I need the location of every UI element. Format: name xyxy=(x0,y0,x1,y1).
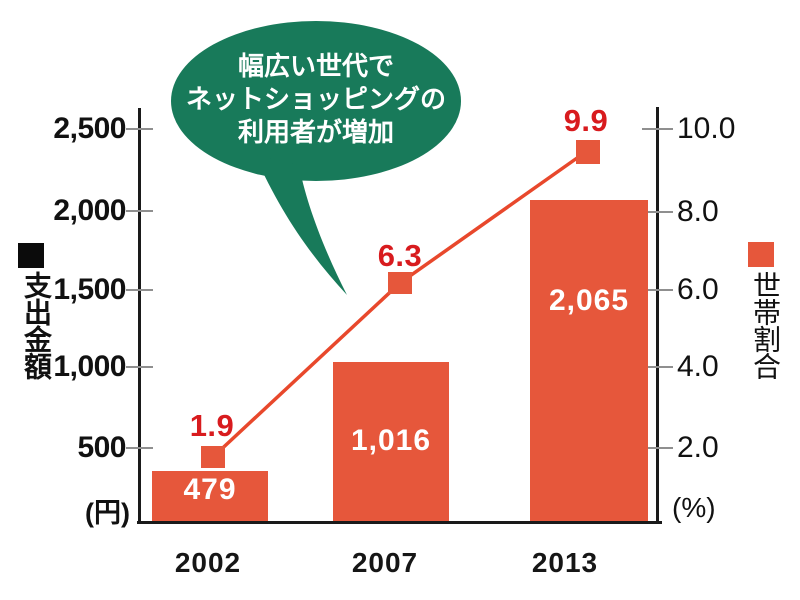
line-marker-2007 xyxy=(388,272,412,294)
line-value-label-2007: 6.3 xyxy=(377,238,423,273)
x-label-2002: 2002 xyxy=(174,547,242,578)
right-tick xyxy=(642,289,673,291)
left-tick xyxy=(126,289,153,291)
left-axis-tick-label: 2,500 xyxy=(53,112,126,145)
right-axis-tick-label: 8.0 xyxy=(677,195,719,228)
x-label-2013: 2013 xyxy=(531,547,599,578)
right-axis-tick-label: 6.0 xyxy=(677,273,719,306)
household-ratio-legend-label: 世帯割合 xyxy=(750,271,781,379)
left-tick xyxy=(126,210,153,212)
left-tick xyxy=(126,366,153,368)
right-tick xyxy=(642,447,673,449)
bar-value-label-2002: 479 xyxy=(183,473,237,506)
speech-bubble-tail xyxy=(255,155,347,295)
right-tick xyxy=(642,128,673,130)
right-axis-line xyxy=(656,107,659,524)
left-axis-tick-label: 1,500 xyxy=(53,273,126,306)
left-tick xyxy=(126,128,153,130)
right-axis-unit-label: (%) xyxy=(672,492,716,523)
right-axis-tick-label: 4.0 xyxy=(677,350,719,383)
x-axis-baseline xyxy=(137,521,662,524)
line-value-label-2013: 9.9 xyxy=(563,103,609,138)
left-tick xyxy=(126,447,153,449)
expenditure-legend-swatch xyxy=(18,243,44,268)
speech-bubble-line-2: ネットショッピングの xyxy=(185,84,446,114)
left-axis-tick-label: 1,000 xyxy=(53,350,126,383)
right-tick xyxy=(642,211,673,213)
right-axis-tick-label: 10.0 xyxy=(677,112,736,145)
household-ratio-legend-swatch xyxy=(748,242,774,267)
speech-bubble-line-1: 幅広い世代で xyxy=(237,51,394,81)
left-axis-tick-label: 500 xyxy=(77,431,126,464)
line-marker-2013 xyxy=(576,140,600,164)
left-axis-line xyxy=(138,108,141,524)
line-marker-2002 xyxy=(201,446,225,468)
right-axis-tick-label: 2.0 xyxy=(677,431,719,464)
x-label-2007: 2007 xyxy=(351,547,419,578)
speech-bubble-text: 幅広い世代で ネットショッピングの 利用者が増加 xyxy=(171,50,461,149)
expenditure-legend-label: 支出金額 xyxy=(21,271,52,379)
bar-2002 xyxy=(152,471,268,523)
bar-2013 xyxy=(530,200,648,523)
speech-bubble-line-3: 利用者が増加 xyxy=(237,117,394,147)
line-value-label-2002: 1.9 xyxy=(189,408,235,443)
left-axis-unit-label: (円) xyxy=(85,498,130,528)
bar-value-label-2013: 2,065 xyxy=(548,284,630,317)
left-axis-tick-label: 2,000 xyxy=(53,194,126,227)
right-tick xyxy=(642,366,673,368)
bar-value-label-2007: 1,016 xyxy=(350,424,432,457)
